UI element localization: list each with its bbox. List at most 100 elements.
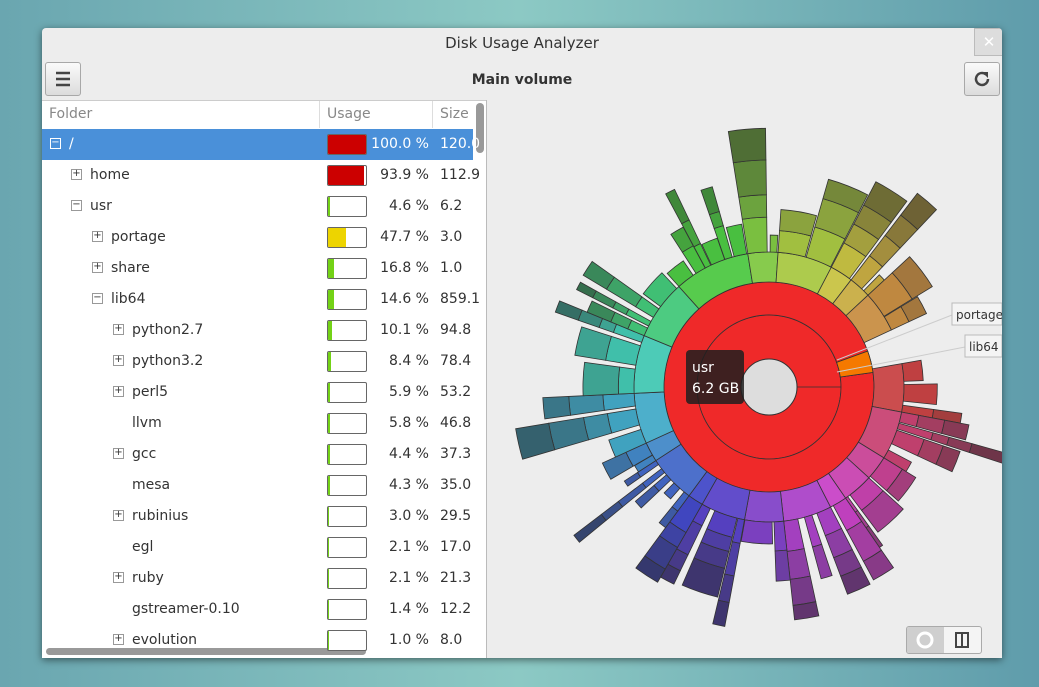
ring-segment xyxy=(542,395,572,420)
menu-icon xyxy=(56,71,70,87)
ring-segment xyxy=(666,260,694,288)
usage-bar-frame xyxy=(327,599,367,620)
usage-bar xyxy=(328,569,329,588)
usage-percent: 14.6 % xyxy=(380,291,429,307)
pane-divider[interactable] xyxy=(486,100,487,658)
menu-button[interactable] xyxy=(45,62,81,96)
column-header[interactable]: Folder xyxy=(42,101,320,128)
ring-segment xyxy=(635,555,666,583)
ring-segment xyxy=(515,422,556,460)
tree-row[interactable]: + portage 47.7 % 3.0 xyxy=(42,222,473,253)
folder-name: portage xyxy=(111,229,166,245)
window: Disk Usage Analyzer ✕ Main volume Folder… xyxy=(42,28,1002,658)
close-button[interactable]: ✕ xyxy=(974,28,1002,56)
folder-name: perl5 xyxy=(132,384,169,400)
ring-segment xyxy=(811,543,833,580)
column-header[interactable]: Usage xyxy=(320,101,433,128)
ring-segment xyxy=(605,335,641,366)
tree-row[interactable]: − usr 4.6 % 6.2 xyxy=(42,191,473,222)
expander: − xyxy=(71,199,82,211)
folder-name: rubinius xyxy=(132,508,189,524)
column-header[interactable]: Size xyxy=(433,101,486,128)
usage-bar xyxy=(328,476,330,495)
segment-label: lib64 xyxy=(969,340,999,354)
v-scrollbar[interactable] xyxy=(476,103,484,153)
folder-name: gcc xyxy=(132,446,157,462)
tree-row[interactable]: + evolution 1.0 % 8.0 xyxy=(42,625,473,656)
view-toggle xyxy=(906,626,982,654)
tree-row[interactable]: −/ 100.0 % 120.0 xyxy=(42,129,480,160)
usage-bar-frame xyxy=(327,289,367,310)
usage-bar-frame xyxy=(327,568,367,589)
ring-segment xyxy=(822,178,869,214)
folder-name: ruby xyxy=(132,570,164,586)
ring-segment xyxy=(623,471,642,487)
folder-size: 94.8 xyxy=(440,322,472,338)
ring-segment xyxy=(747,251,779,284)
ring-segment xyxy=(582,361,621,397)
usage-percent: 93.9 % xyxy=(380,167,429,183)
tree-row[interactable]: egl 2.1 % 17.0 xyxy=(42,532,473,563)
segment-label: portage xyxy=(956,308,1002,322)
usage-bar xyxy=(328,197,330,216)
ring-segment xyxy=(860,490,904,533)
tree-row[interactable]: gstreamer-0.10 1.4 % 12.2 xyxy=(42,594,473,625)
label-leader xyxy=(836,346,966,373)
usage-percent: 2.1 % xyxy=(388,539,429,555)
usage-percent: 100.0 % xyxy=(371,136,429,152)
ring-segment xyxy=(554,300,583,321)
ring-segment xyxy=(779,209,818,237)
ring-segment xyxy=(885,468,917,502)
ring-segment xyxy=(681,557,726,598)
expander: + xyxy=(92,230,103,242)
tree-row[interactable]: + ruby 2.1 % 21.3 xyxy=(42,563,473,594)
ring-segment xyxy=(574,326,612,361)
usage-bar xyxy=(328,321,332,340)
folder-name: lib64 xyxy=(111,291,146,307)
folder-size: 120.0 xyxy=(440,136,481,152)
ring-segment xyxy=(863,181,908,223)
usage-percent: 4.6 % xyxy=(388,198,429,214)
usage-bar-frame xyxy=(327,444,367,465)
tree-row[interactable]: + gcc 4.4 % 37.3 xyxy=(42,439,473,470)
ring-segment xyxy=(900,296,928,323)
ring-segment xyxy=(740,519,773,545)
usage-bar xyxy=(328,352,332,371)
tree-row[interactable]: llvm 5.8 % 46.8 xyxy=(42,408,473,439)
expander: + xyxy=(113,447,124,459)
ring-segment xyxy=(634,484,660,509)
usage-percent: 10.1 % xyxy=(380,322,429,338)
tree-row[interactable]: + python2.7 10.1 % 94.8 xyxy=(42,315,473,346)
expander: + xyxy=(113,323,124,335)
tree-row[interactable]: + rubinius 3.0 % 29.5 xyxy=(42,501,473,532)
folder-size: 35.0 xyxy=(440,477,472,493)
tree-row[interactable]: + home 93.9 % 112.9 xyxy=(42,160,480,191)
usage-bar-frame xyxy=(327,165,367,186)
h-scrollbar[interactable] xyxy=(46,648,366,655)
tooltip-box xyxy=(686,350,744,404)
tree-row[interactable]: + share 16.8 % 1.0 xyxy=(42,253,473,284)
ring-segment xyxy=(732,159,767,198)
tree-row[interactable]: − lib64 14.6 % 859.1 xyxy=(42,284,480,315)
usage-percent: 5.8 % xyxy=(388,415,429,431)
ring-segment xyxy=(608,428,647,458)
tree-row[interactable]: mesa 4.3 % 35.0 xyxy=(42,470,473,501)
rings-view-button[interactable] xyxy=(907,627,944,653)
ring-segment xyxy=(900,192,938,231)
tree-row[interactable]: + python3.2 8.4 % 78.4 xyxy=(42,346,473,377)
folder-size: 17.0 xyxy=(440,539,472,555)
ring-segment xyxy=(968,443,1002,464)
usage-percent: 1.4 % xyxy=(388,601,429,617)
ring-segment xyxy=(642,272,678,308)
usage-bar-frame xyxy=(327,630,367,651)
expander: − xyxy=(92,292,103,304)
usage-bar xyxy=(328,228,347,247)
folder-size: 37.3 xyxy=(440,446,472,462)
ring-segment xyxy=(586,300,616,323)
ring-segment xyxy=(902,383,938,406)
treemap-view-button[interactable] xyxy=(944,627,981,653)
refresh-button[interactable] xyxy=(964,62,1000,96)
tree-row[interactable]: + perl5 5.9 % 53.2 xyxy=(42,377,473,408)
expander: + xyxy=(113,633,124,645)
usage-percent: 1.0 % xyxy=(388,632,429,648)
